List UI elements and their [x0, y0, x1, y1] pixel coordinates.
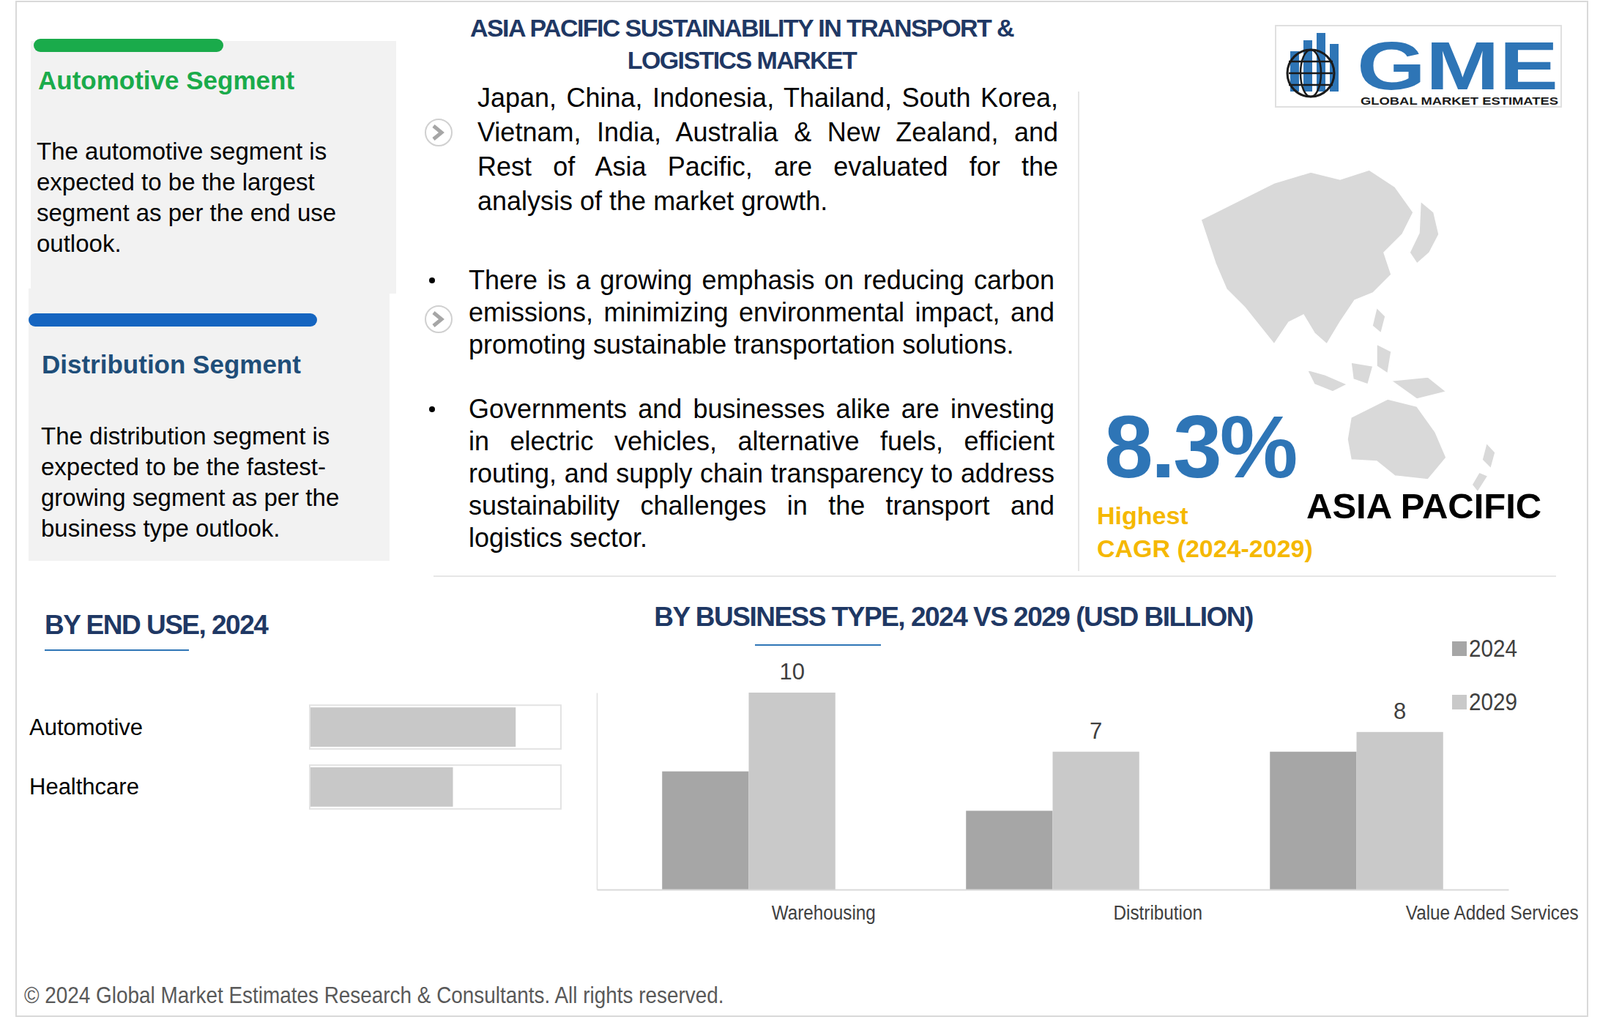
- chevron-arrow: [433, 125, 442, 140]
- x-tick-label: Distribution: [1113, 902, 1203, 924]
- title-underline: [44, 649, 189, 651]
- legend-label: 2029: [1468, 689, 1518, 717]
- y-axis-line: [596, 693, 599, 891]
- x-axis-line: [597, 889, 1510, 892]
- chevron-circle: [425, 119, 452, 146]
- y-axis: [596, 693, 598, 891]
- bullet-dot: [429, 277, 435, 284]
- chevron-icon: [425, 119, 452, 146]
- bar: [310, 707, 516, 747]
- bar-track: [309, 705, 561, 750]
- cagr-value: 8.3%: [1104, 397, 1297, 496]
- main-title: LOGISTICS MARKET: [627, 46, 858, 74]
- page-frame: [16, 1, 1588, 1017]
- map-shape: [1409, 201, 1439, 264]
- segment-text: The automotive segment is expected to be…: [36, 136, 370, 260]
- bullet-text: Governments and businesses alike are inv…: [468, 393, 1055, 555]
- segment-title: Distribution Segment: [41, 350, 301, 379]
- divider: [1077, 91, 1080, 572]
- category-label: Automotive: [29, 714, 143, 741]
- bars: [661, 692, 1444, 890]
- x-tick: Warehousing: [749, 889, 876, 924]
- category-label: Healthcare: [29, 774, 140, 800]
- chart-title: BY BUSINESS TYPE, 2024 VS 2029 (USD BILL…: [653, 601, 1253, 632]
- x-tick-label: Warehousing: [771, 902, 876, 924]
- logo-globe-line: [1288, 60, 1333, 63]
- bar: [1356, 732, 1444, 890]
- intro-text: Japan, China, Indonesia, Thailand, South…: [477, 80, 1059, 219]
- main-title: ASIA PACIFIC SUSTAINABILITY IN TRANSPORT…: [470, 13, 1015, 42]
- map-shape: [1351, 362, 1373, 385]
- map-shape: [1307, 369, 1348, 392]
- logo-globe: [1287, 49, 1335, 97]
- x-tick-label: Value Added Services: [1405, 902, 1579, 924]
- bar: [1269, 752, 1357, 890]
- legend-label: 2024: [1468, 635, 1518, 663]
- chart-title: BY END USE, 2024: [44, 609, 269, 640]
- logo-subtitle: GLOBAL MARKET ESTIMATES: [1360, 95, 1559, 107]
- logo-text: GME: [1356, 28, 1559, 104]
- data-label: 7: [1089, 718, 1103, 744]
- data-label: 10: [779, 659, 805, 685]
- segment-title: Automotive Segment: [38, 65, 295, 95]
- chevron-circle: [425, 306, 452, 333]
- chevron-icon: [425, 306, 452, 333]
- map-shape: [1391, 377, 1447, 400]
- divider: [433, 575, 1557, 578]
- map-shape: [1482, 443, 1496, 469]
- bullet-dot: [429, 406, 435, 413]
- map-shape: [1372, 307, 1386, 334]
- map-shape: [1347, 399, 1447, 480]
- map-shape: [1376, 344, 1392, 374]
- logo: GMEGLOBAL MARKET ESTIMATES: [1275, 25, 1562, 107]
- logo-frame: [1275, 25, 1562, 107]
- legend-swatch: [1452, 694, 1467, 710]
- logo-globe-line: [1288, 72, 1333, 75]
- business-type-chart: BY BUSINESS TYPE, 2024 VS 2029 (USD BILL…: [597, 601, 1579, 924]
- segment-accent: [28, 313, 318, 327]
- logo-bar: [1303, 40, 1313, 92]
- legend: 2024 2029: [1452, 635, 1518, 717]
- x-axis: Warehousing Distribution Value Added Servi…: [597, 889, 1579, 924]
- bar: [965, 810, 1053, 890]
- x-tick: Value Added Services: [1356, 889, 1579, 924]
- bar-track: [309, 765, 561, 810]
- cagr-label: CAGR (2024-2029): [1096, 534, 1313, 563]
- data-label: 8: [1393, 698, 1406, 725]
- segment-text: The distribution segment is expected to …: [41, 421, 375, 545]
- segment-accent: [33, 38, 224, 52]
- end-use-chart: BY END USE, 2024 Automotive Healthcare: [29, 609, 561, 810]
- bar: [749, 692, 836, 890]
- cagr-label: Highest: [1096, 501, 1189, 530]
- bar: [661, 771, 749, 890]
- logo-globe-line: [1288, 84, 1333, 87]
- bar: [1052, 752, 1140, 890]
- chevron-arrow: [433, 312, 442, 326]
- footer: © 2024 Global Market Estimates Research …: [24, 982, 724, 1009]
- title-underline: [754, 644, 881, 646]
- bullet-text: There is a growing emphasis on reducing …: [468, 264, 1055, 362]
- region-label: ASIA PACIFIC: [1306, 486, 1542, 526]
- segment-panel: [28, 288, 390, 561]
- legend-swatch: [1452, 641, 1467, 657]
- bar: [310, 767, 454, 807]
- x-tick: Distribution: [1052, 889, 1203, 924]
- map-shape: [1200, 169, 1414, 345]
- segment-panel: [30, 41, 397, 294]
- bars: [310, 707, 516, 807]
